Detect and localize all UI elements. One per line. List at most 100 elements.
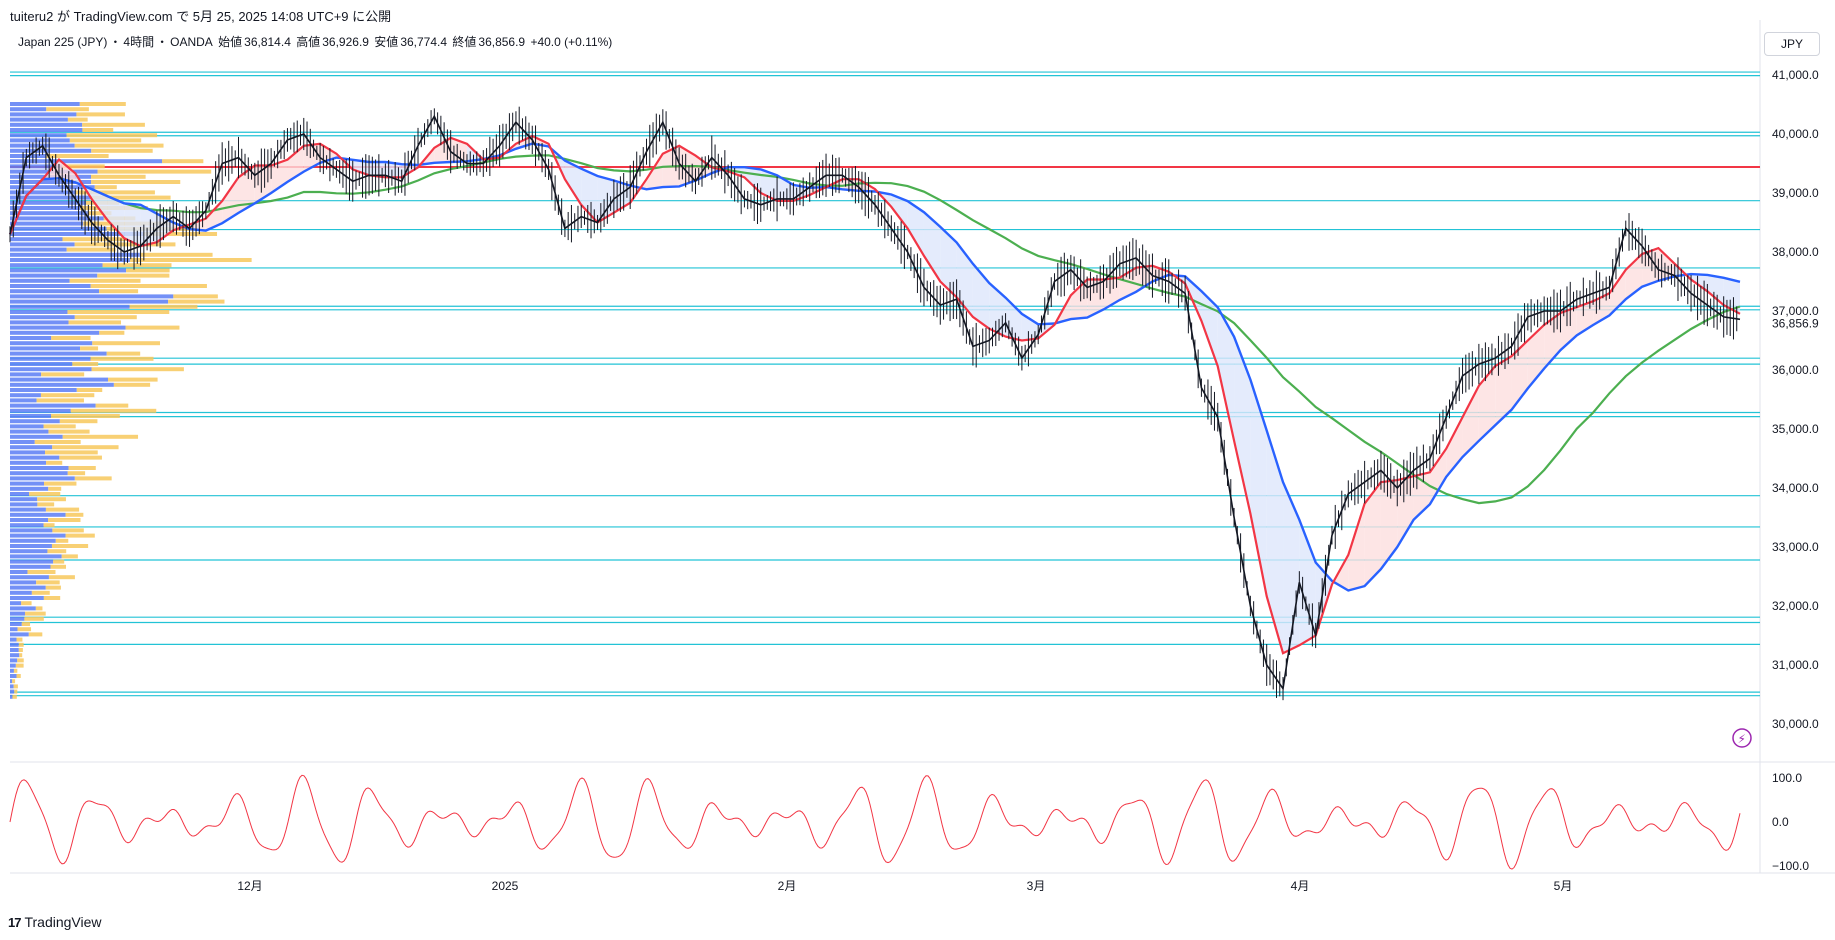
volume-profile-up-bar (10, 512, 66, 517)
volume-profile-up-bar (10, 502, 38, 507)
volume-profile-down-bar (16, 637, 23, 642)
volume-profile-up-bar (10, 642, 19, 647)
volume-profile-down-bar (24, 611, 46, 616)
ma-slow-line (8, 154, 1741, 505)
price-axis-label: 38,000.0 (1772, 245, 1819, 259)
volume-profile-up-bar (10, 668, 14, 673)
volume-profile-up-bar (10, 658, 18, 663)
volume-profile-down-bar (48, 486, 62, 491)
ma-cloud-segment (1707, 274, 1724, 306)
ma-cloud-segment (107, 196, 125, 239)
volume-profile-up-bar (10, 382, 114, 387)
volume-profile-up-bar (10, 273, 98, 278)
currency-button[interactable]: JPY (1764, 32, 1820, 56)
volume-profile-up-bar (10, 627, 18, 632)
volume-profile-up-bar (10, 278, 70, 283)
volume-profile-down-bar (129, 258, 252, 262)
volume-profile-down-bar (48, 429, 90, 434)
volume-profile-down-bar (51, 414, 120, 418)
tradingview-footer[interactable]: 17 TradingView (8, 914, 102, 930)
volume-profile-up-bar (10, 341, 93, 346)
volume-profile-up-bar (10, 372, 42, 377)
volume-profile-down-bar (62, 434, 139, 439)
volume-profile-down-bar (12, 679, 16, 684)
ma-cloud-segment (564, 160, 582, 205)
volume-profile-up-bar (10, 122, 83, 127)
volume-profile-down-bar (92, 341, 160, 346)
volume-profile-up-bar (10, 575, 49, 580)
volume-profile-down-bar (68, 320, 121, 325)
volume-profile-up-bar (10, 148, 92, 153)
volume-profile-down-bar (61, 554, 78, 559)
symbol-legend: Japan 225 (JPY) ・ 4時間・ OANDA 始値 36,814.4 高値 3… (18, 33, 614, 50)
ma-cloud-segment (1642, 248, 1659, 287)
volume-profile-down-bar (69, 138, 142, 143)
volume-profile-up-bar (10, 549, 48, 554)
volume-profile-down-bar (36, 398, 84, 403)
ma-cloud-segment (646, 153, 663, 190)
volume-profile-down-bar (94, 185, 117, 190)
symbol-name[interactable]: Japan 225 (JPY) (18, 35, 108, 49)
volume-profile-down-bar (43, 481, 77, 486)
volume-profile-down-bar (43, 424, 76, 429)
volume-profile-up-bar (10, 216, 104, 221)
ma-cloud-segment (1560, 307, 1577, 351)
volume-profile-up-bar (10, 252, 140, 257)
volume-profile-up-bar (10, 419, 60, 424)
volume-profile-down-bar (75, 190, 155, 195)
volume-profile-down-bar (53, 559, 65, 564)
volume-profile-up-bar (10, 325, 126, 330)
volume-profile-up-bar (10, 102, 80, 106)
price-axis-label: 31,000.0 (1772, 658, 1819, 672)
volume-profile-down-bar (17, 627, 32, 632)
volume-profile-down-bar (46, 107, 89, 112)
volume-profile-up-bar (10, 330, 100, 335)
volume-profile-up-bar (10, 632, 29, 637)
volume-profile-down-bar (37, 502, 55, 507)
volume-profile-down-bar (35, 606, 43, 611)
ma-cloud-segment (1217, 307, 1235, 441)
time-axis-label: 12月 (237, 879, 262, 893)
tradingview-logo-icon: 17 (8, 914, 22, 930)
volume-profile-down-bar (97, 273, 170, 278)
volume-profile-up-bar (10, 336, 52, 340)
ma-cloud-segment (989, 282, 1006, 337)
volume-profile-down-bar (91, 180, 181, 184)
price-axis-label: 41,000.0 (1772, 68, 1819, 82)
ma-cloud-segment (189, 218, 206, 231)
volume-profile-down-bar (51, 544, 89, 548)
interval-label[interactable]: 4時間 (123, 35, 155, 49)
volume-profile-down-bar (62, 164, 105, 169)
high-label: 高値 (296, 35, 321, 49)
volume-profile-down-bar (143, 232, 218, 236)
ma-cloud-segment (140, 204, 157, 247)
volume-profile-up-bar (10, 466, 69, 470)
volume-profile-down-bar (139, 252, 213, 257)
ma-cloud-segment (1364, 482, 1381, 587)
ma-cloud-segment (58, 159, 76, 183)
ma-cloud-segment (907, 201, 924, 256)
volume-profile-down-bar (76, 112, 125, 117)
volume-profile-down-bar (74, 143, 164, 148)
volume-profile-down-bar (99, 330, 125, 335)
volume-profile-up-bar (10, 185, 95, 190)
volume-profile-up-bar (10, 424, 44, 429)
volume-profile-up-bar (10, 450, 46, 455)
ma-cloud-segment (1348, 503, 1365, 591)
volume-profile-up-bar (10, 429, 49, 434)
publish-info: tuiteru2 が TradingView.com で 5月 25, 2025… (10, 9, 392, 24)
volume-profile-up-bar (10, 320, 69, 325)
volume-profile-up-bar (10, 367, 92, 372)
time-axis-label: 4月 (1291, 879, 1310, 893)
ma-cloud-segment (1658, 248, 1675, 281)
volume-profile-down-bar (66, 133, 158, 138)
volume-profile-up-bar (10, 434, 63, 439)
volume-profile-up-bar (10, 351, 107, 356)
volume-profile-up-bar (10, 388, 77, 392)
volume-profile-down-bar (65, 512, 84, 517)
volume-profile-down-bar (90, 284, 207, 288)
ma-cloud-segment (891, 194, 908, 229)
volume-profile-up-bar (10, 663, 16, 668)
volume-profile-up-bar (10, 398, 37, 403)
